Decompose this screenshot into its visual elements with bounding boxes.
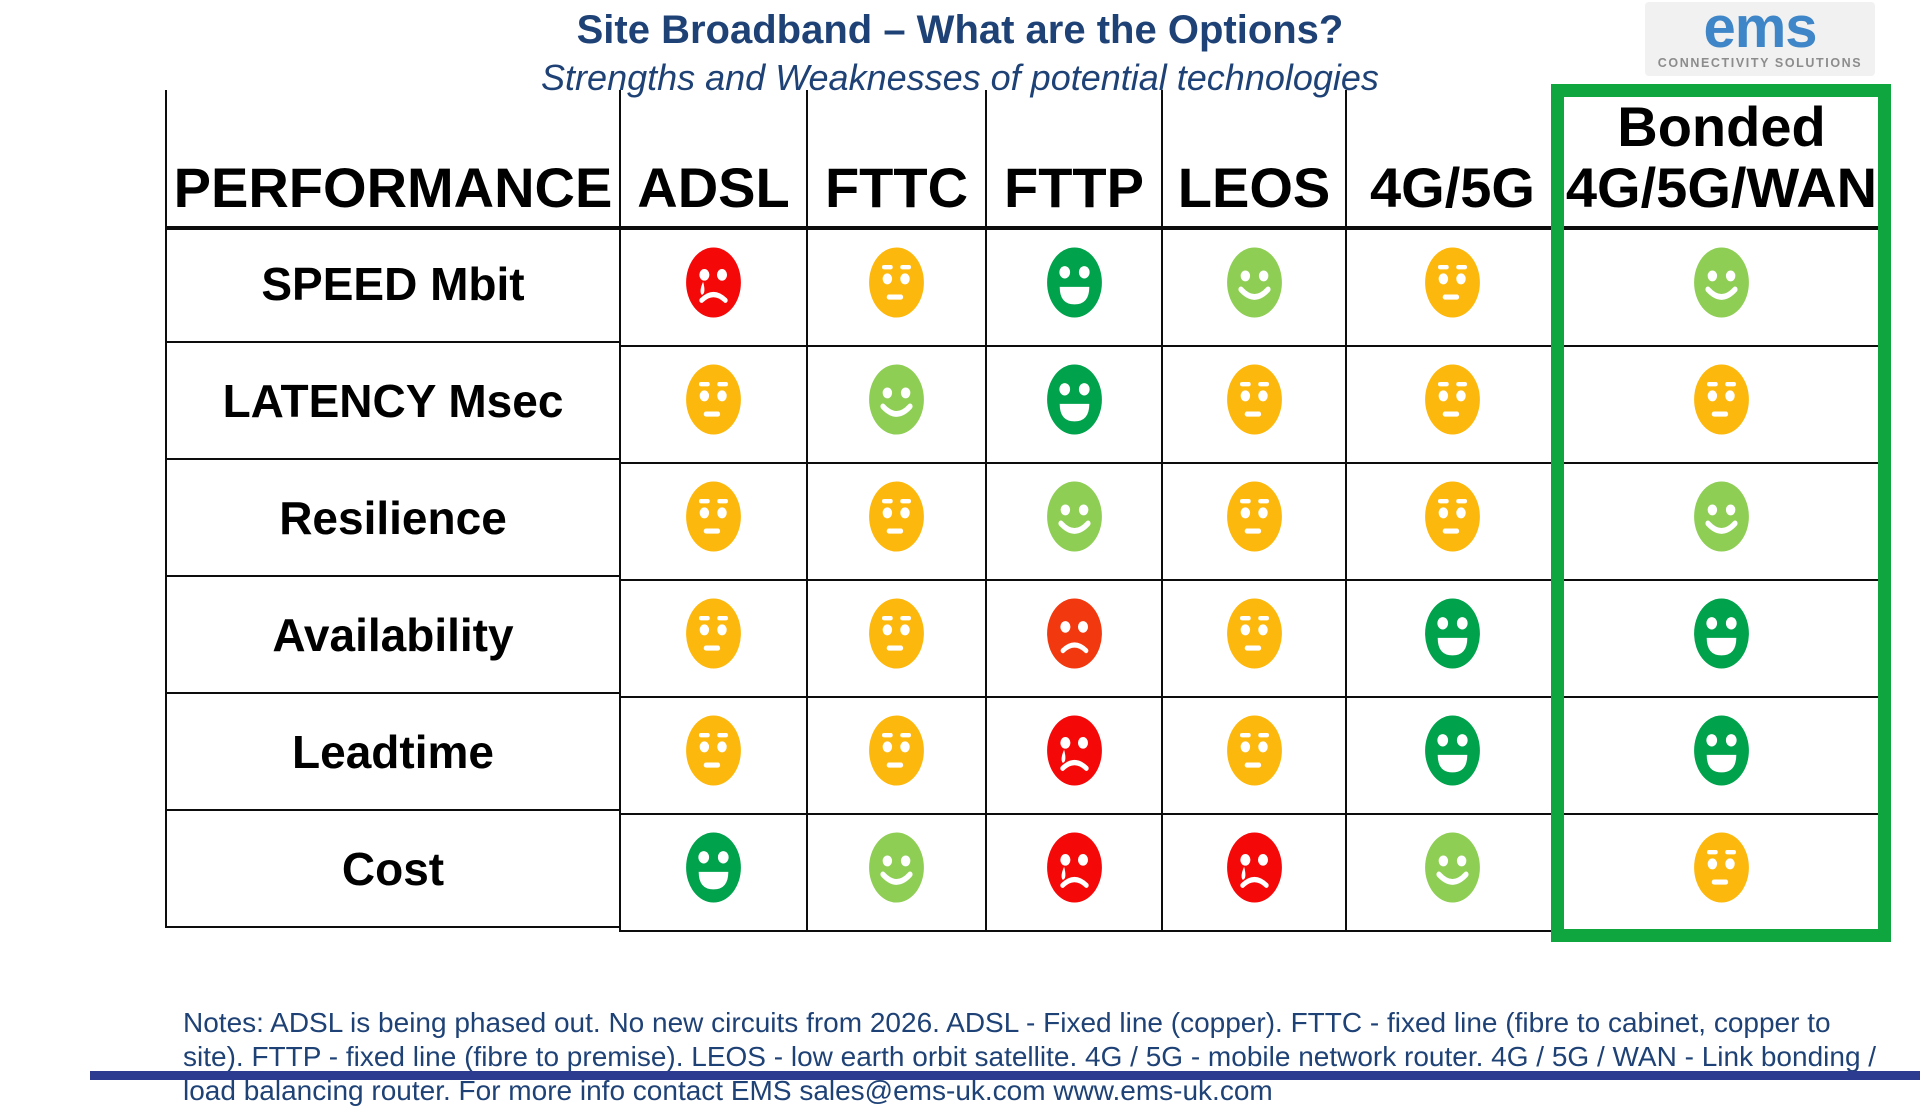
rating-cell-resilience-adsl <box>619 464 806 581</box>
ems-logo-wordmark: ems <box>1703 0 1817 60</box>
row-label-latency-msec: LATENCY Msec <box>165 343 619 460</box>
sad-face-icon <box>1046 598 1102 669</box>
rating-cell-leadtime-fttp <box>985 698 1161 815</box>
crying-face-icon <box>1046 832 1102 903</box>
neutral-face-icon <box>1694 364 1749 435</box>
rating-cell-speed-mbit-fttc <box>806 230 985 347</box>
smile-face-icon <box>1425 832 1480 903</box>
column-header-4g-5g: 4G/5G <box>1345 90 1558 230</box>
smile-face-icon <box>869 832 924 903</box>
bottom-accent-bar <box>90 1071 1920 1080</box>
page-title: Site Broadband – What are the Options? <box>576 8 1344 52</box>
rating-cell-cost-bonded <box>1558 815 1885 932</box>
neutral-face-icon <box>1226 481 1282 552</box>
neutral-face-icon <box>869 715 924 786</box>
row-label-cost: Cost <box>165 811 619 928</box>
smile-face-icon <box>1694 247 1749 318</box>
grin-face-icon <box>1694 598 1749 669</box>
crying-face-icon <box>686 247 741 318</box>
rating-cell-availability-fttp <box>985 581 1161 698</box>
rating-cell-latency-msec-fttp <box>985 347 1161 464</box>
column-header-fttc: FTTC <box>806 90 985 230</box>
rating-cell-leadtime-leos <box>1161 698 1345 815</box>
ems-logo: ems CONNECTIVITY SOLUTIONS <box>1645 0 1875 76</box>
rating-cell-availability-4g-5g <box>1345 581 1558 698</box>
rating-cell-speed-mbit-leos <box>1161 230 1345 347</box>
grin-face-icon <box>1425 715 1480 786</box>
column-header-performance: PERFORMANCE <box>165 90 619 230</box>
rating-cell-leadtime-fttc <box>806 698 985 815</box>
comparison-table: PERFORMANCE ADSL FTTC FTTP LEOS 4G/5G Bonded 4… <box>165 90 1885 932</box>
rating-cell-resilience-bonded <box>1558 464 1885 581</box>
rating-cell-latency-msec-adsl <box>619 347 806 464</box>
grin-face-icon <box>1694 715 1749 786</box>
rating-cell-resilience-fttp <box>985 464 1161 581</box>
grin-face-icon <box>686 832 741 903</box>
ems-logo-tagline: CONNECTIVITY SOLUTIONS <box>1657 56 1863 70</box>
smile-face-icon <box>1046 481 1102 552</box>
page-subtitle: Strengths and Weaknesses of potential te… <box>541 57 1379 98</box>
crying-face-icon <box>1046 715 1102 786</box>
rating-cell-resilience-fttc <box>806 464 985 581</box>
neutral-face-icon <box>1425 247 1480 318</box>
smile-face-icon <box>1694 481 1749 552</box>
neutral-face-icon <box>686 598 741 669</box>
neutral-face-icon <box>686 364 741 435</box>
grin-face-icon <box>1425 598 1480 669</box>
rating-cell-availability-bonded <box>1558 581 1885 698</box>
rating-cell-speed-mbit-adsl <box>619 230 806 347</box>
rating-cell-latency-msec-leos <box>1161 347 1345 464</box>
rating-cell-resilience-leos <box>1161 464 1345 581</box>
rating-cell-cost-leos <box>1161 815 1345 932</box>
neutral-face-icon <box>1425 364 1480 435</box>
neutral-face-icon <box>869 598 924 669</box>
crying-face-icon <box>1226 832 1282 903</box>
rating-cell-resilience-4g-5g <box>1345 464 1558 581</box>
rating-cell-cost-adsl <box>619 815 806 932</box>
neutral-face-icon <box>686 481 741 552</box>
grin-face-icon <box>1046 364 1102 435</box>
neutral-face-icon <box>1226 715 1282 786</box>
rating-cell-leadtime-bonded <box>1558 698 1885 815</box>
slide-header: Site Broadband – What are the Options? S… <box>0 8 1920 99</box>
row-label-availability: Availability <box>165 577 619 694</box>
smile-face-icon <box>1226 247 1282 318</box>
grin-face-icon <box>1046 247 1102 318</box>
rating-cell-latency-msec-fttc <box>806 347 985 464</box>
neutral-face-icon <box>1425 481 1480 552</box>
column-header-adsl: ADSL <box>619 90 806 230</box>
footnotes: Notes: ADSL is being phased out. No new … <box>183 1007 1877 1106</box>
neutral-face-icon <box>1226 364 1282 435</box>
rating-cell-speed-mbit-bonded <box>1558 230 1885 347</box>
neutral-face-icon <box>1694 832 1749 903</box>
rating-cell-leadtime-4g-5g <box>1345 698 1558 815</box>
rating-cell-cost-4g-5g <box>1345 815 1558 932</box>
rating-cell-cost-fttp <box>985 815 1161 932</box>
row-label-resilience: Resilience <box>165 460 619 577</box>
smile-face-icon <box>869 364 924 435</box>
column-header-bonded: Bonded 4G/5G/WAN <box>1558 90 1885 230</box>
neutral-face-icon <box>1226 598 1282 669</box>
rating-cell-leadtime-adsl <box>619 698 806 815</box>
row-label-speed-mbit: SPEED Mbit <box>165 226 619 343</box>
neutral-face-icon <box>869 247 924 318</box>
column-header-leos: LEOS <box>1161 90 1345 230</box>
column-header-fttp: FTTP <box>985 90 1161 230</box>
rating-cell-speed-mbit-4g-5g <box>1345 230 1558 347</box>
row-label-leadtime: Leadtime <box>165 694 619 811</box>
rating-cell-speed-mbit-fttp <box>985 230 1161 347</box>
neutral-face-icon <box>869 481 924 552</box>
neutral-face-icon <box>686 715 741 786</box>
rating-cell-availability-leos <box>1161 581 1345 698</box>
rating-cell-latency-msec-4g-5g <box>1345 347 1558 464</box>
rating-cell-latency-msec-bonded <box>1558 347 1885 464</box>
rating-cell-availability-fttc <box>806 581 985 698</box>
rating-cell-cost-fttc <box>806 815 985 932</box>
rating-cell-availability-adsl <box>619 581 806 698</box>
